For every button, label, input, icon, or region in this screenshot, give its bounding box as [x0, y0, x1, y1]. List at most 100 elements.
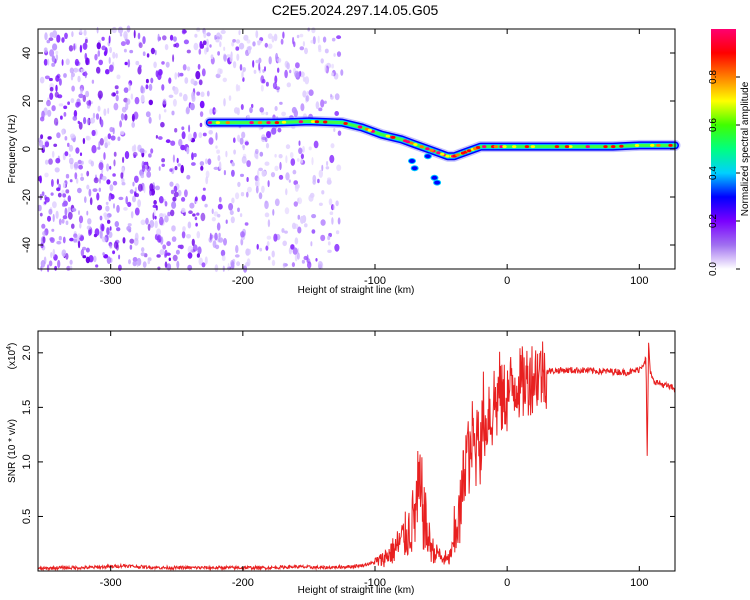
noise-speckle: [102, 252, 105, 256]
noise-speckle: [233, 149, 237, 155]
noise-speckle: [53, 117, 59, 126]
noise-speckle: [73, 238, 77, 243]
noise-speckle: [326, 179, 332, 185]
ridge-peak: [215, 121, 221, 125]
noise-speckle: [173, 86, 179, 95]
noise-speckle: [238, 30, 241, 36]
noise-speckle: [136, 260, 139, 268]
x-tick-label: 0: [504, 275, 510, 287]
noise-speckle: [153, 200, 157, 205]
snr-x-ticks: -300 -200 -100 0 100: [100, 331, 648, 589]
noise-speckle: [294, 70, 300, 78]
ridge-peak: [409, 141, 414, 145]
noise-speckle: [47, 109, 52, 117]
noise-speckle: [106, 179, 111, 185]
ridge-peak: [585, 145, 590, 149]
noise-speckle: [55, 210, 59, 219]
noise-speckle: [211, 217, 216, 222]
noise-speckle: [162, 98, 167, 105]
noise-speckle: [155, 135, 158, 139]
noise-speckle: [177, 244, 182, 249]
noise-speckle: [124, 61, 128, 66]
noise-speckle: [112, 173, 116, 177]
noise-speckle: [285, 172, 290, 181]
noise-speckle: [62, 236, 66, 244]
noise-speckle: [71, 85, 75, 92]
x-tick-label: 0: [504, 577, 510, 589]
noise-speckle: [267, 33, 273, 40]
noise-speckle: [246, 160, 251, 168]
noise-speckle: [285, 144, 291, 150]
noise-speckle: [157, 136, 163, 140]
noise-speckle: [132, 257, 138, 262]
noise-speckle: [327, 241, 331, 246]
noise-speckle: [169, 181, 174, 187]
noise-speckle: [78, 215, 84, 224]
noise-speckle: [122, 156, 125, 163]
noise-speckle: [111, 26, 117, 34]
noise-speckle: [334, 243, 340, 252]
ridge-peak: [668, 143, 673, 147]
noise-speckle: [84, 52, 88, 60]
noise-speckle: [255, 185, 259, 194]
noise-speckle: [179, 92, 183, 97]
noise-speckle: [172, 154, 175, 163]
noise-speckle: [158, 166, 161, 171]
noise-speckle: [37, 204, 42, 212]
noise-speckle: [231, 161, 235, 166]
noise-speckles: [37, 25, 344, 273]
noise-speckle: [96, 42, 102, 50]
noise-speckle: [82, 42, 88, 50]
noise-speckle: [187, 245, 193, 254]
noise-speckle: [161, 61, 165, 65]
noise-speckle: [231, 197, 235, 204]
ridge-peak: [298, 120, 304, 124]
noise-speckle: [217, 51, 221, 56]
noise-speckle: [181, 29, 186, 35]
noise-speckle: [271, 250, 275, 258]
noise-speckle: [128, 82, 131, 91]
noise-speckle: [191, 238, 195, 247]
noise-speckle: [50, 192, 54, 196]
noise-speckle: [64, 136, 68, 141]
noise-speckle: [150, 77, 154, 84]
ridge-peak: [440, 152, 445, 156]
noise-speckle: [138, 64, 142, 69]
noise-speckle: [239, 42, 245, 50]
noise-speckle: [85, 247, 90, 253]
noise-speckle: [118, 196, 124, 201]
noise-speckle: [186, 66, 191, 72]
noise-speckle: [64, 32, 68, 39]
ridge-peak: [634, 144, 640, 147]
noise-speckle: [191, 91, 196, 100]
noise-speckle: [213, 166, 219, 170]
noise-speckle: [223, 170, 226, 176]
noise-speckle: [42, 236, 46, 244]
noise-speckle: [93, 177, 99, 184]
noise-speckle: [132, 195, 136, 203]
noise-speckle: [144, 164, 149, 173]
noise-speckle: [133, 111, 139, 120]
ridge-peak: [403, 139, 408, 143]
noise-speckle: [264, 66, 266, 72]
noise-speckle: [67, 195, 72, 203]
noise-speckle: [229, 55, 233, 62]
noise-speckle: [253, 69, 257, 74]
noise-speckle: [49, 49, 55, 57]
noise-speckle: [165, 139, 171, 144]
noise-speckle: [237, 181, 241, 188]
ridge-peak: [475, 146, 481, 149]
x-tick-label: -100: [364, 275, 386, 287]
y-tick-label: -20: [21, 189, 33, 205]
noise-speckle: [109, 46, 112, 54]
noise-speckle: [181, 126, 185, 131]
noise-speckle: [80, 68, 85, 73]
noise-speckle: [261, 170, 267, 175]
noise-speckle: [41, 110, 45, 119]
noise-speckle: [73, 233, 78, 238]
noise-speckle: [329, 211, 334, 215]
noise-speckle: [132, 260, 137, 267]
noise-speckle: [334, 93, 340, 101]
noise-speckle: [108, 64, 114, 72]
noise-speckle: [176, 260, 180, 269]
